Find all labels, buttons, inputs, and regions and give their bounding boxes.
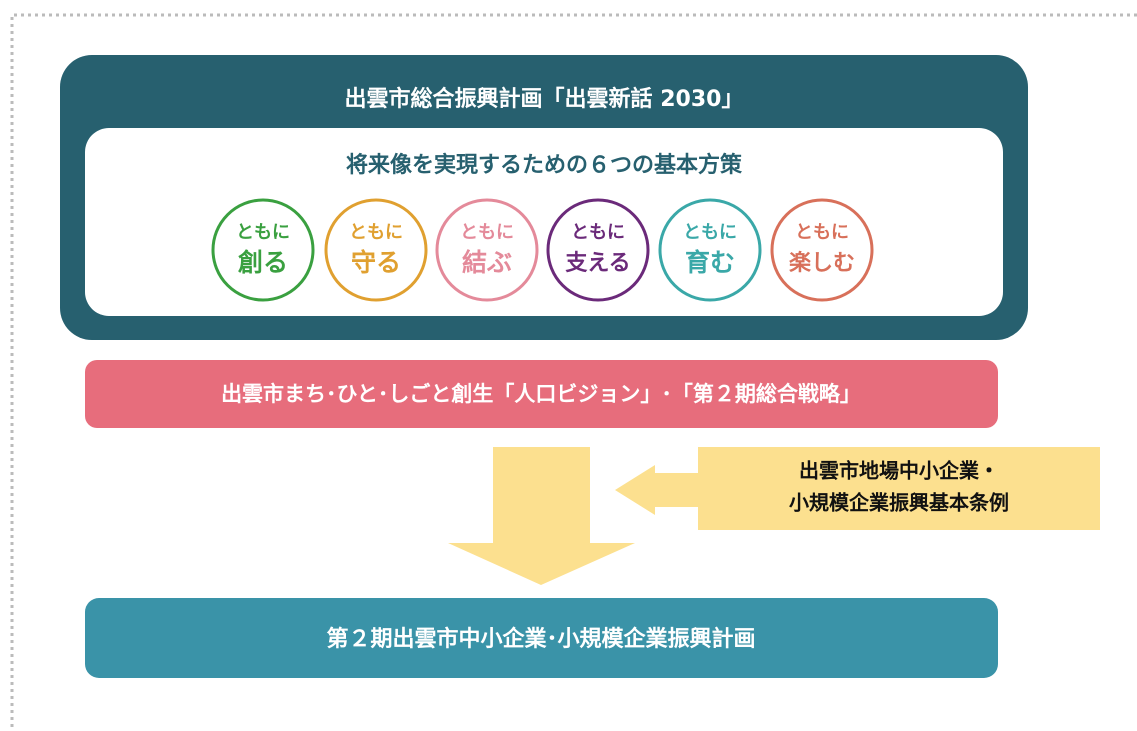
policy-circle: [324, 198, 428, 302]
policy-word: 育む: [685, 248, 735, 277]
policy-word: 支える: [565, 251, 630, 276]
policy-word: 守る: [351, 248, 401, 277]
plan-title: 出雲市総合振興計画「出雲新話 2030」: [345, 86, 744, 112]
strategy-bar: [85, 360, 998, 428]
policy-panel: [85, 128, 1003, 316]
policy-word: 結ぶ: [462, 248, 512, 277]
ordinance-line: 出雲市地場中小企業・: [799, 459, 999, 483]
policy-subtitle: 将来像を実現するための６つの基本方策: [346, 152, 743, 178]
policy-circle: [658, 198, 762, 302]
result-bar: [85, 598, 998, 678]
strategy-text: 出雲市まち･ひと･しごと創生「人口ビジョン」･「第２期総合戦略」: [221, 382, 861, 406]
policy-top: ともに: [349, 222, 403, 243]
policy-top: ともに: [571, 222, 625, 243]
policy-top: ともに: [236, 222, 290, 243]
policy-word: 創る: [238, 248, 288, 277]
policy-word: 楽しむ: [789, 250, 855, 276]
left-arrow: [615, 465, 698, 515]
policy-circle: [546, 198, 650, 302]
policy-circle: [211, 198, 315, 302]
policy-circle: [435, 198, 539, 302]
policy-top: ともに: [683, 222, 737, 243]
policy-top: ともに: [795, 222, 849, 243]
down-arrow: [448, 447, 635, 585]
ordinance-box: [698, 447, 1100, 530]
ordinance-line: 小規模企業振興基本条例: [789, 491, 1009, 515]
policy-top: ともに: [460, 222, 514, 243]
result-text: 第２期出雲市中小企業･小規模企業振興計画: [326, 626, 755, 652]
policy-circle: [770, 198, 874, 302]
